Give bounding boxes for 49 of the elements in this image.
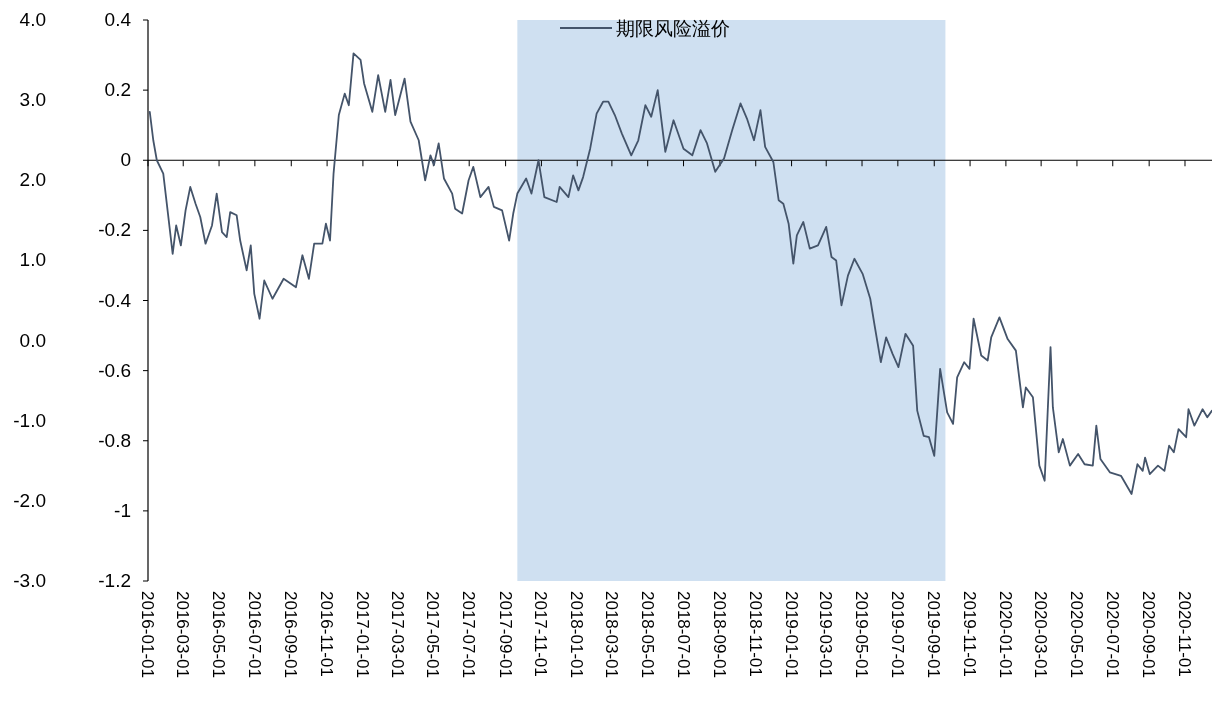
y2-tick-label: 3.0	[19, 89, 46, 111]
x-tick-label: 2019-05-01	[852, 591, 872, 678]
x-tick-label: 2017-11-01	[531, 591, 551, 677]
y2-tick-label: -3.0	[13, 570, 46, 591]
y-tick-label: -0.8	[98, 429, 131, 451]
x-tick-label: 2020-03-01	[1031, 591, 1051, 678]
y2-tick-label: 2.0	[19, 169, 46, 191]
y-tick-label: -0.4	[98, 289, 132, 311]
x-tick-label: 2016-03-01	[173, 591, 193, 678]
legend: 期限风险溢价	[560, 18, 730, 39]
x-tick-label: 2019-03-01	[816, 591, 836, 678]
x-tick-label: 2018-01-01	[567, 591, 587, 678]
x-tick-label: 2020-01-01	[995, 591, 1015, 678]
x-tick-label: 2018-11-01	[745, 591, 765, 677]
x-tick-label: 2017-05-01	[423, 591, 443, 678]
x-tick-label: 2016-05-01	[209, 591, 229, 678]
x-tick-label: 2017-07-01	[459, 591, 479, 678]
x-tick-label: 2016-07-01	[244, 591, 264, 678]
x-tick-label: 2019-07-01	[887, 591, 907, 678]
x-tick-label: 2020-11-01	[1174, 591, 1194, 677]
y-tick-label: 0	[120, 149, 131, 171]
x-tick-label: 2019-01-01	[781, 591, 801, 678]
y-tick-label: 0.4	[104, 9, 132, 30]
x-tick-label: 2018-09-01	[709, 591, 729, 678]
x-tick-label: 2017-09-01	[495, 591, 515, 678]
legend-label: 期限风险溢价	[616, 18, 730, 39]
x-tick-label: 2019-09-01	[924, 591, 944, 678]
x-tick-label: 2016-01-01	[138, 591, 157, 678]
x-tick-label: 2018-05-01	[637, 591, 657, 678]
x-tick-label: 2016-11-01	[317, 591, 337, 677]
y-tick-label: -0.6	[98, 359, 131, 381]
y-tick-label: -1.2	[98, 570, 131, 591]
y-tick-label: -0.2	[98, 219, 131, 241]
x-tick-label: 2018-07-01	[673, 591, 693, 678]
x-tick-label: 2020-05-01	[1066, 591, 1086, 678]
x-tick-label: 2019-11-01	[960, 591, 980, 677]
x-tick-label: 2020-09-01	[1139, 591, 1159, 678]
y2-tick-label: 0.0	[19, 329, 46, 351]
y2-tick-label: 1.0	[19, 249, 46, 271]
y-tick-label: 0.2	[104, 79, 131, 101]
x-tick-label: 2016-09-01	[281, 591, 301, 678]
y2-tick-label: -1.0	[13, 409, 46, 431]
x-tick-label: 2017-01-01	[352, 591, 372, 678]
x-tick-label: 2017-03-01	[387, 591, 407, 678]
y-tick-label: -1	[114, 499, 131, 521]
x-tick-label: 2020-07-01	[1102, 591, 1122, 678]
y2-tick-label: 4.0	[19, 9, 46, 30]
y2-tick-label: -2.0	[13, 489, 46, 511]
x-tick-label: 2018-03-01	[601, 591, 621, 678]
